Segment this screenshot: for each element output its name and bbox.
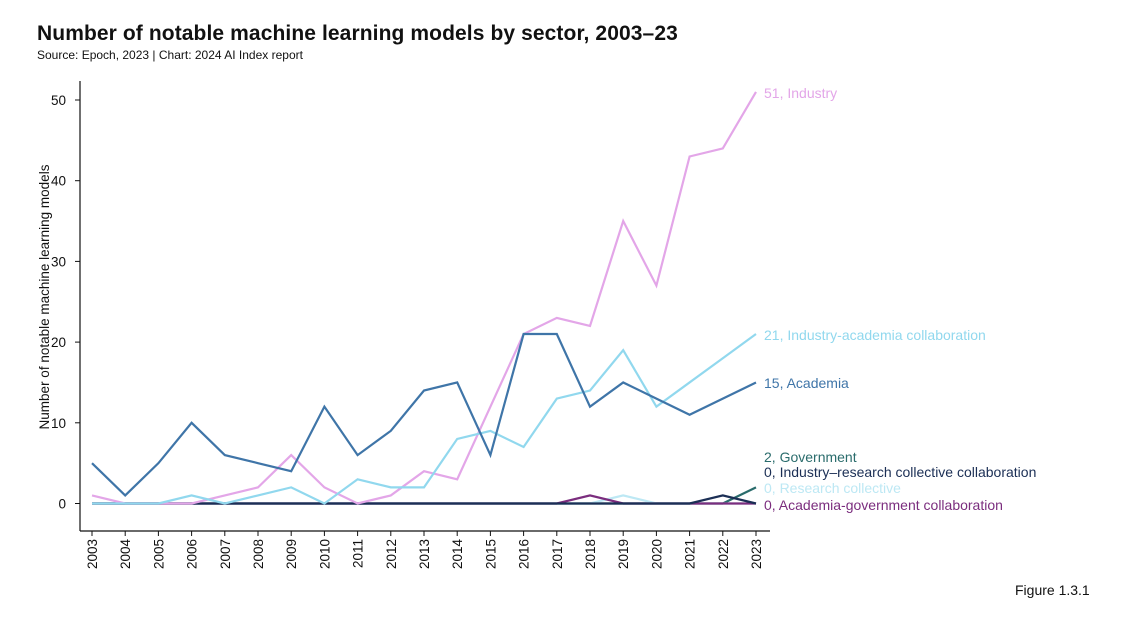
series-end-label: 2, Government [764,449,857,465]
series-end-label: 51, Industry [764,85,837,101]
x-tick-label: 2019 [616,539,631,569]
y-tick-label: 10 [51,416,66,431]
x-tick-label: 2012 [384,539,399,569]
x-tick-label: 2013 [417,539,432,569]
x-tick-label: 2010 [317,539,332,569]
series-line-academia [91,332,757,497]
y-tick-label: 40 [51,174,66,189]
chart-title: Number of notable machine learning model… [37,22,678,45]
x-tick-label: 2007 [218,539,233,569]
axis-group [79,81,770,532]
x-tick-label: 2021 [683,539,698,569]
x-tick-label: 2015 [483,539,498,569]
x-tick-label: 2004 [118,539,133,570]
series-line-academia-government-collaboration [92,494,756,505]
series-end-labels: 51, Industry 21, Industry-academia collab… [764,85,1036,513]
x-tick-label: 2020 [649,539,664,569]
series-line-industry [91,91,757,505]
y-axis-label: Number of notable machine learning model… [37,164,52,429]
figure-number: Figure 1.3.1 [1015,582,1090,598]
series-end-label: 0, Academia-government collaboration [764,497,1003,513]
x-ticks: 2003 2004 2005 2006 2007 2008 2009 2010 2011 2012… [85,531,764,569]
x-tick-label: 2009 [284,539,299,569]
x-tick-label: 2011 [351,539,366,568]
y-tick-label: 30 [51,254,66,269]
x-tick-label: 2017 [550,539,565,569]
series-lines [91,91,757,505]
y-tick-label: 0 [58,497,66,512]
x-tick-label: 2008 [251,539,266,569]
x-tick-label: 2023 [749,539,764,569]
series-line-research-collective [92,494,756,505]
series-end-label: 21, Industry-academia collaboration [764,327,986,343]
series-end-label: 0, Industry–research collective collabor… [764,464,1036,480]
y-ticks: 0 10 20 30 40 50 [51,93,80,512]
x-tick-label: 2018 [583,539,598,569]
series-end-label: 15, Academia [764,375,849,391]
y-tick-label: 50 [51,93,66,108]
x-tick-label: 2014 [450,539,465,570]
series-line-industry-research-collective-collaboration [92,494,757,505]
x-tick-label: 2022 [716,539,731,569]
y-tick-label: 20 [51,335,66,350]
x-tick-label: 2016 [517,539,532,569]
x-tick-label: 2003 [85,539,100,569]
chart-subtitle: Source: Epoch, 2023 | Chart: 2024 AI Ind… [37,48,303,62]
x-tick-label: 2005 [151,539,166,569]
series-end-label: 0, Research collective [764,480,901,496]
x-tick-label: 2006 [185,539,200,569]
series-line-industry-academia-collaboration [92,333,757,505]
